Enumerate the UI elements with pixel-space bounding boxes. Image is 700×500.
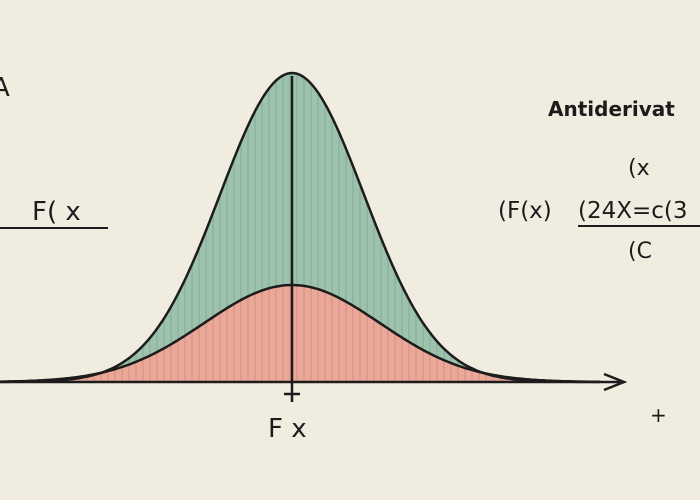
axis-label: F x xyxy=(268,414,307,444)
small-curve-hatch xyxy=(0,285,600,382)
function-label: F( x xyxy=(32,197,81,227)
large-curve-hatch xyxy=(0,73,600,382)
formula-title: Antiderivat xyxy=(548,97,675,121)
edge-label: A xyxy=(0,73,10,103)
curves xyxy=(0,71,600,384)
formula-bottom: (C xyxy=(628,239,652,264)
plus-label: + xyxy=(650,403,667,427)
formula-left: (F(x) xyxy=(498,198,552,224)
formula-top: (x xyxy=(628,156,650,181)
formula-numerator: (24X=c(3 xyxy=(578,198,688,224)
small-curve xyxy=(0,283,600,384)
axis-arrow xyxy=(603,372,628,392)
